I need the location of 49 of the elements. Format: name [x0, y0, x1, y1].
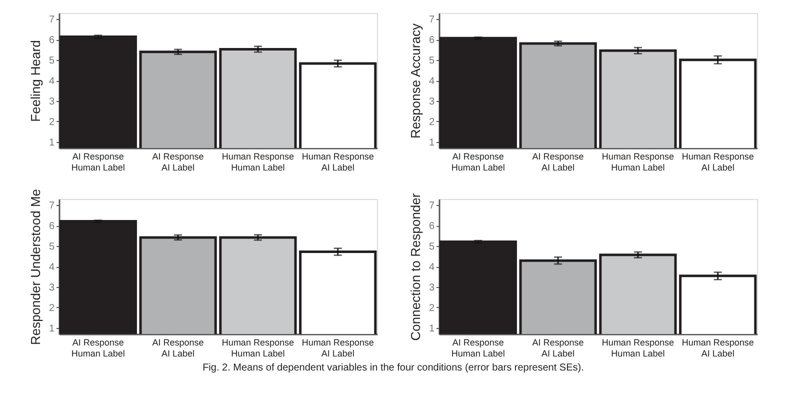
y-tick-label: 1 [48, 323, 55, 334]
y-tick-label: 5 [428, 56, 435, 67]
y-tick-label: 3 [428, 96, 435, 108]
y-tick-label: 6 [428, 221, 435, 232]
y-tick-label: 7 [428, 14, 435, 26]
x-tick-label: Human Response AI Label [302, 152, 374, 172]
y-tick-label: 7 [428, 200, 435, 212]
y-tick-label: 6 [48, 221, 55, 232]
y-tick-label: 1 [428, 137, 435, 148]
y-tick-label: 1 [48, 137, 55, 148]
y-tick-label: 4 [48, 262, 55, 273]
x-tick-label: AI Response Human Label [451, 152, 505, 172]
y-tick-label: 3 [48, 282, 55, 294]
y-tick-label: 2 [48, 302, 55, 314]
x-tick-label: Human Response Human Label [602, 152, 674, 172]
y-tick-label: 5 [428, 242, 435, 253]
x-tick-label: AI Response Human Label [71, 338, 125, 358]
x-tick-label: AI Response Human Label [71, 152, 125, 172]
caption: Fig. 2. Means of dependent variables in the four conditions (error bars represent SEs). [202, 362, 584, 374]
y-tick-label: 2 [428, 302, 435, 314]
y-axis-title: Feeling Heard [28, 40, 43, 122]
x-tick-label: Human Response Human Label [602, 338, 674, 358]
y-tick-label: 4 [428, 76, 435, 87]
y-tick-label: 2 [428, 116, 435, 128]
y-tick-label: 7 [48, 200, 55, 212]
x-tick-label: AI Response AI Label [152, 338, 204, 358]
y-tick-label: 4 [428, 262, 435, 273]
x-tick-label: Human Response AI Label [302, 338, 374, 358]
x-tick-label: Human Response Human Label [222, 152, 294, 172]
y-tick-label: 6 [428, 35, 435, 46]
y-tick-label: 5 [48, 56, 55, 67]
y-tick-label: 1 [428, 323, 435, 334]
y-tick-label: 3 [428, 282, 435, 294]
x-tick-label: Human Response AI Label [682, 338, 754, 358]
x-tick-label: AI Response AI Label [532, 152, 584, 172]
y-axis-title: Responder Understood Me [28, 188, 43, 346]
y-tick-label: 6 [48, 35, 55, 46]
x-tick-label: Human Response AI Label [682, 152, 754, 172]
x-tick-label: AI Response Human Label [451, 338, 505, 358]
y-tick-label: 3 [48, 96, 55, 108]
x-tick-label: AI Response AI Label [152, 152, 204, 172]
y-tick-label: 4 [48, 76, 55, 87]
x-tick-label: AI Response AI Label [532, 338, 584, 358]
y-tick-label: 7 [48, 14, 55, 26]
x-tick-label: Human Response Human Label [222, 338, 294, 358]
y-axis-title: Connection to Responder [408, 192, 423, 341]
y-axis-title: Response Accuracy [408, 23, 423, 138]
y-tick-label: 2 [48, 116, 55, 128]
y-tick-label: 5 [48, 242, 55, 253]
